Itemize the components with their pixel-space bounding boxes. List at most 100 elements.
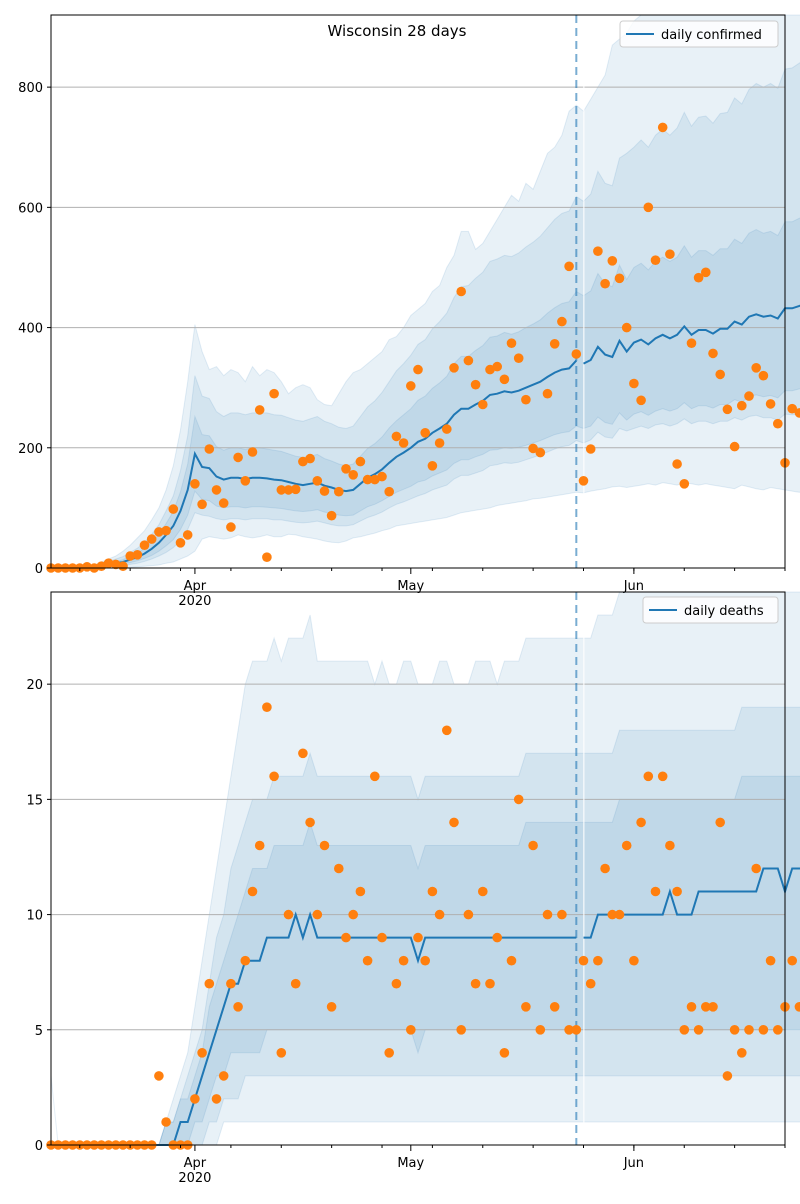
observed-point (478, 886, 488, 897)
legend-label: daily deaths (684, 604, 764, 619)
observed-point (161, 1117, 171, 1127)
observed-point (247, 886, 258, 897)
observed-point (463, 355, 474, 366)
observed-point (499, 374, 510, 385)
observed-point (197, 1048, 207, 1058)
observed-point (621, 322, 632, 333)
uncertainty-band-0 (51, 14, 800, 569)
observed-point (103, 558, 114, 568)
observed-point (571, 349, 582, 359)
y-tick-label: 200 (18, 442, 43, 457)
observed-point (643, 202, 654, 213)
observed-point (290, 978, 301, 989)
observed-point (521, 1002, 531, 1012)
observed-point (549, 1002, 560, 1012)
observed-point (729, 1025, 740, 1035)
y-tick-label: 15 (26, 793, 43, 808)
observed-point (614, 273, 625, 284)
observed-point (377, 471, 387, 482)
observed-point (485, 364, 495, 375)
observed-point (226, 522, 236, 532)
observed-point (744, 391, 754, 401)
observed-point (492, 932, 503, 943)
observed-point (298, 456, 308, 467)
observed-point (269, 388, 279, 399)
observed-point (305, 453, 315, 464)
observed-point (773, 1025, 783, 1035)
observed-point (276, 485, 287, 495)
observed-point (492, 361, 503, 372)
observed-point (485, 978, 495, 989)
observed-point (413, 364, 423, 375)
observed-point (744, 1025, 754, 1035)
x-tick-label: May (397, 1156, 424, 1171)
observed-point (233, 452, 243, 463)
observed-point (629, 378, 639, 389)
observed-point (290, 484, 301, 495)
observed-point (636, 395, 646, 406)
observed-point (240, 476, 251, 486)
observed-point (528, 840, 538, 851)
observed-point (391, 978, 402, 989)
observed-point (420, 955, 431, 966)
observed-point (564, 1025, 574, 1035)
observed-point (571, 1025, 582, 1035)
observed-point (657, 771, 668, 782)
y-tick-label: 0 (35, 562, 43, 577)
confirmed-forecast-marker (575, 15, 585, 568)
observed-point (693, 1025, 704, 1035)
observed-point (564, 261, 574, 272)
observed-point (334, 486, 344, 497)
observed-point (406, 1025, 416, 1035)
observed-point (679, 479, 690, 489)
observed-point (643, 771, 654, 782)
x-tick-label: Jun (623, 579, 644, 594)
observed-point (427, 886, 438, 897)
observed-point (125, 551, 135, 561)
observed-point (420, 428, 431, 438)
x-tick-label: Apr (184, 1156, 207, 1171)
observed-point (708, 348, 718, 359)
x-tick-sublabel: 2020 (178, 594, 211, 609)
deaths-forecast-marker (575, 592, 585, 1145)
observed-point (362, 955, 373, 966)
legend-label: daily confirmed (661, 28, 762, 43)
observed-point (470, 978, 481, 989)
y-tick-label: 400 (18, 322, 43, 337)
observed-point (161, 525, 171, 536)
observed-point (384, 1048, 395, 1058)
observed-point (557, 316, 567, 327)
observed-point (672, 459, 682, 469)
observed-point (384, 486, 395, 497)
confirmed-axes (50, 14, 786, 569)
observed-point (326, 510, 337, 521)
observed-point (773, 418, 783, 429)
observed-point (319, 486, 330, 496)
observed-point (463, 909, 474, 920)
deaths-axes (50, 591, 786, 1146)
observed-point (427, 461, 438, 471)
observed-point (686, 1002, 697, 1012)
observed-point (542, 388, 553, 399)
observed-point (254, 405, 265, 415)
observed-point (600, 278, 610, 289)
observed-point (535, 447, 546, 458)
observed-point (139, 540, 150, 550)
y-tick-label: 600 (18, 201, 43, 216)
observed-point (722, 1071, 733, 1081)
observed-point (276, 1048, 287, 1058)
observed-point (96, 561, 107, 571)
chart-title: Wisconsin 28 days (328, 22, 467, 40)
observed-point (391, 431, 402, 442)
observed-point (578, 476, 589, 486)
observed-point (636, 817, 646, 828)
x-tick-label: Apr (184, 579, 207, 594)
observed-point (211, 1094, 222, 1104)
observed-point (434, 909, 445, 920)
confirmed-legend: daily confirmed (619, 20, 779, 48)
uncertainty-band-1 (51, 706, 800, 1146)
